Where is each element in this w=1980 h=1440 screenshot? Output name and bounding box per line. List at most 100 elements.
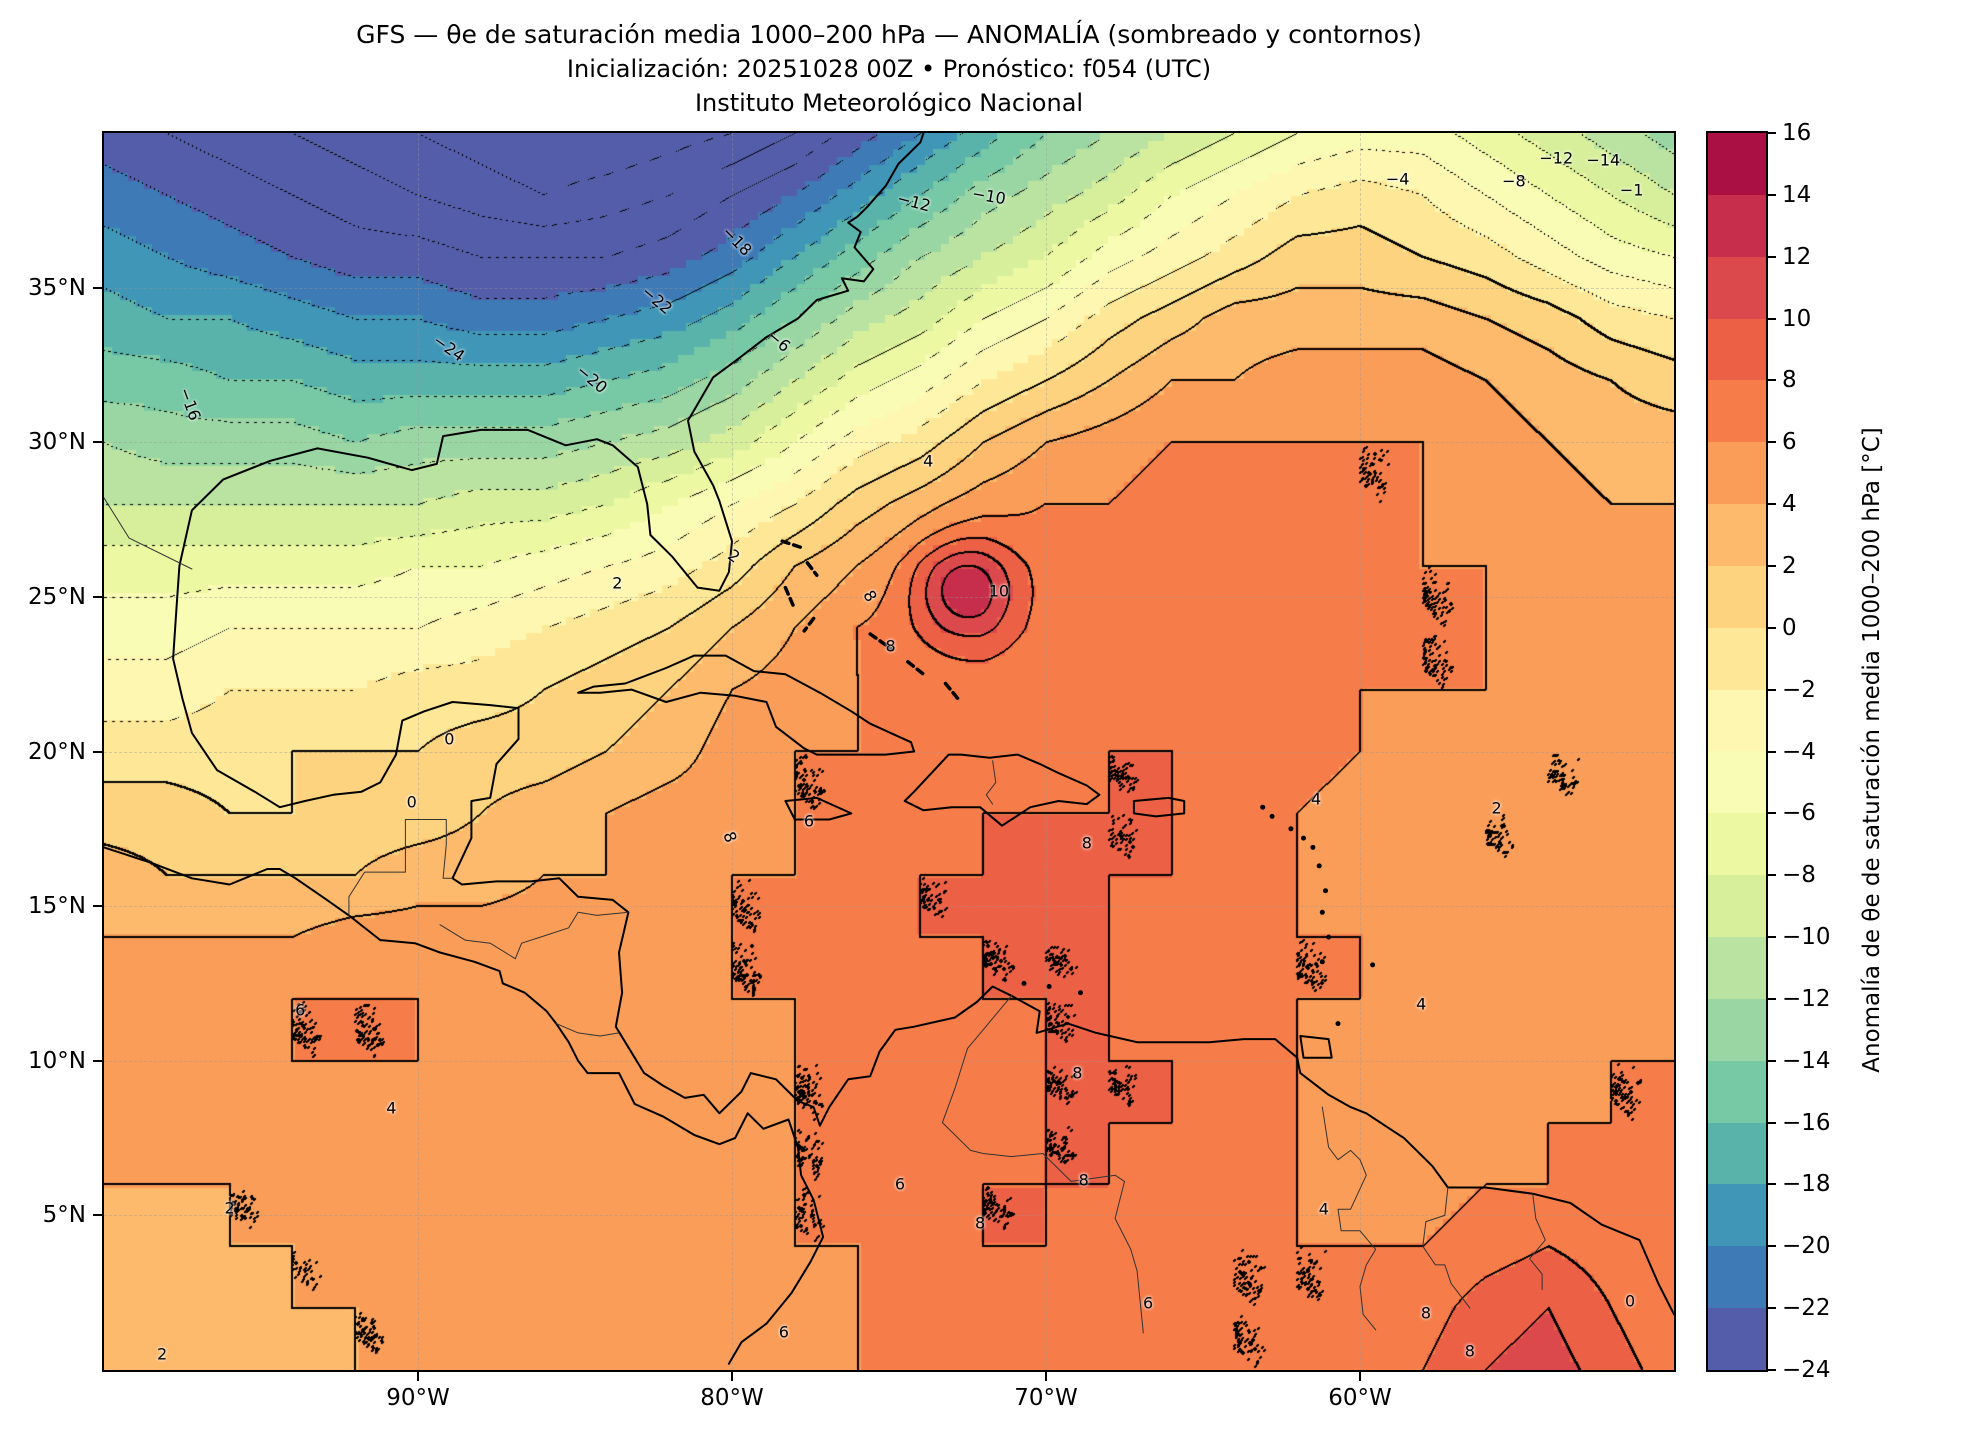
contour-label: −12 <box>1539 148 1574 168</box>
contour-label: 8 <box>1464 1341 1475 1361</box>
y-tick-mark <box>93 286 102 289</box>
contour-label: −8 <box>1502 171 1526 191</box>
colorbar-cell <box>1708 133 1766 195</box>
bahamas-islands-path <box>780 539 803 550</box>
x-tick-label: 70°W <box>1014 1385 1078 1411</box>
bahamas-islands-path <box>943 681 960 701</box>
colorbar-tick-label: 8 <box>1782 367 1797 394</box>
colorbar-tick-label: −4 <box>1782 738 1816 765</box>
contour-label: −1 <box>1619 180 1644 200</box>
small-island-dot <box>1319 959 1325 965</box>
contour-label: 0 <box>1624 1291 1636 1311</box>
colorbar-cell <box>1708 504 1766 566</box>
contour-label: 2 <box>224 1198 235 1218</box>
colorbar-cell <box>1708 875 1766 937</box>
bahamas-islands-path <box>906 660 926 676</box>
contour-label: −10 <box>971 183 1008 209</box>
credit-line: Instituto Meteorológico Nacional <box>694 89 1084 117</box>
colorbar-tick-mark <box>1768 997 1776 1000</box>
colorbar-tick-label: 6 <box>1782 429 1797 456</box>
colorbar-tick-mark <box>1768 1245 1776 1248</box>
x-tick-label: 90°W <box>386 1385 450 1411</box>
contour-label: 8 <box>1081 833 1092 853</box>
colorbar-tick-mark <box>1768 441 1776 444</box>
small-island-dot <box>1310 844 1316 850</box>
coastline-path <box>172 564 1674 1316</box>
colorbar-tick-mark <box>1768 688 1776 691</box>
contour-label: 0 <box>406 792 417 812</box>
coastline-path <box>903 753 1101 827</box>
colorbar-tick-label: 4 <box>1782 491 1797 518</box>
contour-label: 8 <box>974 1213 986 1233</box>
title-block: GFS — θe de saturación media 1000–200 hP… <box>104 18 1674 120</box>
coastline-path <box>577 654 916 756</box>
country-border-path <box>1529 1193 1546 1291</box>
colorbar-tick-label: −20 <box>1782 1233 1831 1260</box>
contour-label: 6 <box>295 1000 306 1020</box>
colorbar-tick-label: −10 <box>1782 924 1831 951</box>
colorbar-tick-label: 12 <box>1782 243 1812 270</box>
contour-label: −12 <box>895 188 933 216</box>
bahamas-islands-path <box>783 585 797 611</box>
contour-label: 4 <box>1318 1199 1329 1219</box>
colorbar-tick-label: −2 <box>1782 676 1816 703</box>
bahamas-islands-path <box>805 561 819 577</box>
contour-labels-layer: −24 −22 −20 −18 −16 −12 −10 −14 −12 −8 −4 −6 −1 4 2 2 0 0… <box>104 133 1674 1370</box>
small-island-dot <box>1269 813 1275 819</box>
small-island-dot <box>1370 962 1376 968</box>
colorbar-tick-mark <box>1768 1307 1776 1310</box>
colorbar-tick-label: −14 <box>1782 1047 1831 1074</box>
contour-label: −14 <box>1586 150 1621 170</box>
contour-label: 10 <box>988 581 1010 601</box>
contour-label: −24 <box>430 330 469 366</box>
coastline-path <box>784 796 853 821</box>
y-tick-label: 30°N <box>28 429 86 456</box>
y-tick-mark <box>93 750 102 753</box>
colorbar-tick-mark <box>1768 132 1776 134</box>
contour-label: 4 <box>1310 789 1322 808</box>
colorbar-cell <box>1708 1184 1766 1247</box>
country-border-path <box>439 911 629 960</box>
x-tick-mark <box>1359 1372 1361 1381</box>
colorbar-tick-label: −18 <box>1782 1171 1831 1198</box>
colorbar-cell <box>1708 194 1766 257</box>
colorbar-tick-label: −6 <box>1782 800 1816 827</box>
coastline-svg <box>104 133 1674 1365</box>
colorbar-cell <box>1708 689 1766 752</box>
small-island-dot <box>1316 863 1322 869</box>
y-tick-mark <box>93 595 102 598</box>
contour-label: 8 <box>1078 1170 1089 1189</box>
colorbar-cell <box>1708 380 1766 443</box>
contour-label: 8 <box>1420 1303 1432 1323</box>
contour-label: −20 <box>573 361 612 398</box>
small-island-dot <box>1046 984 1052 989</box>
small-island-dot <box>1326 934 1332 940</box>
colorbar-cell <box>1708 1308 1766 1370</box>
contour-label: 4 <box>1416 994 1427 1014</box>
x-tick-mark <box>1045 1372 1047 1381</box>
colorbar-cell <box>1708 318 1766 381</box>
colorbar-tick-mark <box>1768 193 1776 196</box>
colorbar-cell <box>1708 1060 1766 1123</box>
contour-label: 6 <box>778 1322 789 1342</box>
country-border-path <box>1321 1106 1377 1331</box>
subtitle: Inicialización: 20251028 00Z • Pronóstic… <box>566 55 1212 83</box>
y-tick-label: 10°N <box>28 1047 86 1074</box>
small-island-dot <box>1260 804 1266 810</box>
y-tick-label: 15°N <box>28 893 86 920</box>
y-tick-mark <box>93 441 102 444</box>
y-tick-label: 35°N <box>28 274 86 301</box>
plot-area: −24 −22 −20 −18 −16 −12 −10 −14 −12 −8 −4 −6 −1 4 2 2 0 0… <box>102 131 1676 1372</box>
country-border-path <box>104 497 193 570</box>
contour-label: −6 <box>763 325 795 356</box>
y-tick-mark <box>93 905 102 908</box>
small-island-dot <box>1335 1021 1341 1027</box>
contour-label: 2 <box>723 545 744 567</box>
contour-label: −18 <box>718 221 756 260</box>
colorbar-tick-mark <box>1768 1183 1776 1186</box>
y-tick-label: 5°N <box>42 1202 86 1229</box>
colorbar-tick-mark <box>1768 750 1776 753</box>
colorbar-tick-mark <box>1768 626 1776 629</box>
coastline-path <box>104 846 825 1365</box>
colorbar-tick-mark <box>1768 812 1776 815</box>
